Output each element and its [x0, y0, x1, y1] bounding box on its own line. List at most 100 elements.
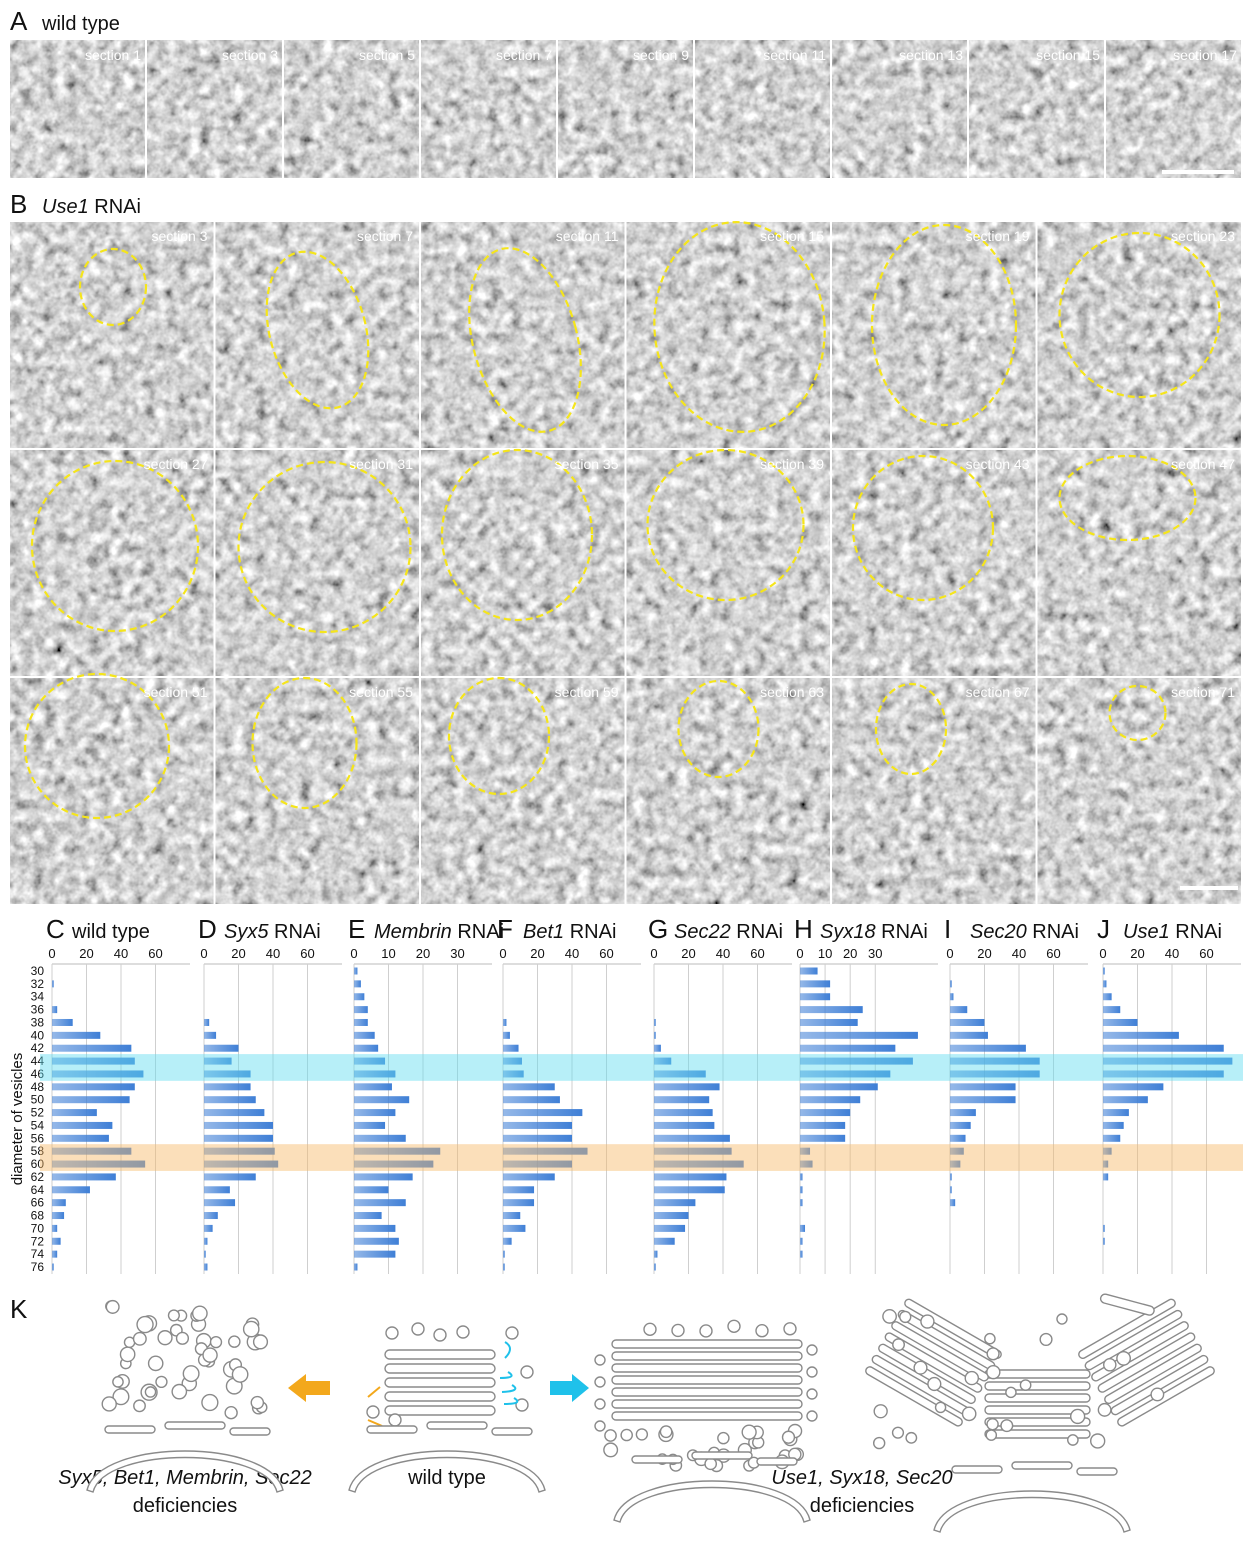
em-image [832, 678, 1036, 904]
vesicle [636, 1429, 647, 1440]
vesicle [156, 1376, 167, 1387]
em-image [216, 450, 420, 676]
vesicle [254, 1335, 268, 1349]
vesicle [965, 1372, 978, 1385]
bar [950, 1173, 952, 1180]
section-label: section 59 [555, 684, 619, 700]
bar [204, 1032, 216, 1039]
vesicle [874, 1405, 887, 1418]
vesicle [211, 1337, 222, 1348]
cisterna [612, 1400, 802, 1408]
bar [1103, 1238, 1105, 1245]
bar [800, 1122, 845, 1129]
bar [1103, 1032, 1179, 1039]
x-tick-label: 40 [1165, 946, 1179, 961]
vesicle [595, 1421, 605, 1431]
caption: Use1, Syx18, Sec20 [771, 1467, 952, 1489]
em-image [1038, 678, 1242, 904]
cisterna [692, 1452, 752, 1459]
bar [354, 1212, 382, 1219]
bar [950, 1199, 955, 1206]
bar [950, 1045, 1026, 1052]
cisterna [367, 1426, 417, 1433]
bar [52, 1238, 61, 1245]
panel-title: wild type [41, 13, 120, 35]
bar [1103, 1096, 1148, 1103]
vesicle [457, 1326, 469, 1338]
section-label: section 3 [222, 47, 278, 63]
em-image [421, 450, 625, 676]
bar [52, 1212, 64, 1219]
gene-name: Use1 [1123, 921, 1170, 943]
vesicle [604, 1443, 618, 1457]
bar [204, 1083, 251, 1090]
x-tick-label: 0 [48, 946, 55, 961]
bar [204, 1045, 239, 1052]
vesicle [183, 1366, 199, 1382]
bar [654, 1135, 730, 1142]
axis-title: diameter of vesicles [9, 1053, 26, 1186]
bar [1103, 1109, 1129, 1116]
chart-title: wild type [71, 921, 150, 943]
vesicle [229, 1336, 240, 1347]
bar [354, 1109, 395, 1116]
x-tick-label: 20 [416, 946, 430, 961]
section-label: section 15 [760, 228, 824, 244]
bar [204, 1264, 207, 1271]
vesicle [660, 1426, 671, 1437]
bar [654, 1225, 685, 1232]
em-image [832, 222, 1036, 448]
vesicle [521, 1366, 533, 1378]
bar [950, 1006, 967, 1013]
vesicle [1104, 1359, 1116, 1371]
bar [950, 1096, 1016, 1103]
cisterna [1012, 1462, 1072, 1469]
bar [1103, 993, 1112, 1000]
panel-letter: K [10, 1294, 28, 1324]
bar [503, 1186, 534, 1193]
transport-arrow [368, 1420, 382, 1426]
chart-title: Syx18 RNAi [820, 921, 928, 943]
bar [654, 1212, 689, 1219]
gene-name: Bet1 [523, 921, 564, 943]
cisterna [985, 1370, 1090, 1378]
panel-letter: E [348, 914, 365, 944]
x-tick-label: 60 [148, 946, 162, 961]
bar [654, 1019, 656, 1026]
bar [1103, 1019, 1138, 1026]
cisterna [985, 1382, 1090, 1390]
bar [204, 1019, 209, 1026]
bar [52, 1135, 109, 1142]
cisterna [612, 1352, 802, 1360]
bar [950, 993, 953, 1000]
vesicle [595, 1377, 605, 1387]
vesicle [251, 1397, 263, 1409]
bar [1103, 1173, 1108, 1180]
bar [950, 1019, 985, 1026]
x-tick-label: 60 [599, 946, 613, 961]
bar [52, 1083, 135, 1090]
cisterna [612, 1376, 802, 1384]
vesicle [172, 1384, 186, 1398]
vesicle [386, 1327, 398, 1339]
em-image [216, 222, 420, 448]
bar [800, 1186, 803, 1193]
vesicle [987, 1419, 998, 1430]
cisterna [612, 1388, 802, 1396]
em-image [832, 450, 1036, 676]
section-label: section 39 [760, 456, 824, 472]
bar [52, 1109, 97, 1116]
x-tick-label: 20 [231, 946, 245, 961]
transport-arrow [504, 1398, 517, 1404]
vesicle [106, 1301, 119, 1314]
bar [800, 1135, 845, 1142]
transport-arrow [500, 1372, 512, 1378]
bar [503, 1045, 519, 1052]
bar [354, 1122, 385, 1129]
cisterna [632, 1456, 682, 1463]
vesicle [595, 1399, 605, 1409]
bar [204, 1212, 218, 1219]
bar [204, 1096, 256, 1103]
cisterna [492, 1428, 532, 1435]
vesicle [193, 1306, 207, 1320]
